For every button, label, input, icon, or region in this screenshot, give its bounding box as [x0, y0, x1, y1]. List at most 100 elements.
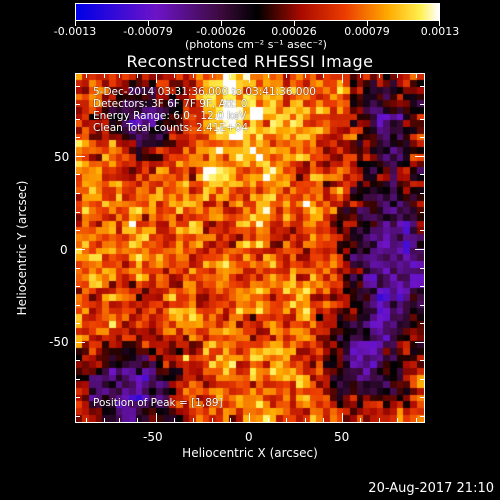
- colorbar-tick-mark: [367, 20, 368, 26]
- axis-tick-mark: [119, 73, 120, 78]
- x-tick-label: 0: [245, 430, 253, 444]
- axis-tick-mark: [193, 73, 194, 78]
- axis-tick-mark: [420, 212, 425, 213]
- colorbar-tick-mark: [221, 20, 222, 26]
- info-detectors: Detectors: 3F 6F 7F 9F, Att: 0: [93, 98, 248, 110]
- axis-tick-mark: [420, 360, 425, 361]
- axis-tick-mark: [360, 418, 361, 423]
- axis-tick-mark: [75, 193, 80, 194]
- colorbar-unit-label: (photons cm⁻² s⁻¹ asec⁻²): [185, 38, 327, 51]
- axis-tick-mark: [420, 119, 425, 120]
- axis-tick-mark: [420, 397, 425, 398]
- colorbar-tick-mark: [439, 20, 440, 26]
- colorbar-tick-mark: [75, 20, 76, 26]
- axis-tick-mark: [420, 230, 425, 231]
- axis-tick-mark: [75, 119, 80, 120]
- x-tick-label: 50: [334, 430, 350, 444]
- plot-frame: [75, 73, 425, 423]
- axis-tick-mark: [420, 416, 425, 417]
- axis-tick-mark: [174, 73, 175, 78]
- axis-tick-mark: [75, 249, 85, 250]
- axis-tick-mark: [104, 73, 105, 78]
- axis-tick-mark: [75, 342, 85, 343]
- axis-tick-mark: [305, 418, 306, 423]
- axis-tick-mark: [212, 73, 213, 78]
- axis-tick-mark: [193, 418, 194, 423]
- axis-tick-mark: [420, 193, 425, 194]
- colorbar-tick-label: -0.00026: [196, 25, 246, 38]
- colorbar-tick-label: 0.0013: [420, 25, 460, 38]
- axis-tick-mark: [75, 230, 80, 231]
- axis-tick-mark: [249, 73, 250, 83]
- axis-tick-mark: [75, 156, 85, 157]
- colorbar-tick-label: 0.00026: [271, 25, 317, 38]
- axis-tick-mark: [379, 73, 380, 78]
- axis-tick-mark: [420, 137, 425, 138]
- axis-tick-mark: [119, 418, 120, 423]
- colorbar-tick-mark: [148, 20, 149, 26]
- axis-tick-mark: [415, 342, 425, 343]
- colorbar-ticks: [75, 20, 440, 26]
- x-axis-title: Heliocentric X (arcsec): [182, 446, 318, 460]
- colorbar-tick-label: 0.00079: [344, 25, 390, 38]
- y-tick-label: -50: [49, 335, 69, 349]
- timestamp: 20-Aug-2017 21:10: [368, 481, 494, 496]
- axis-tick-mark: [75, 212, 80, 213]
- axis-tick-mark: [249, 413, 250, 423]
- axis-tick-mark: [75, 174, 80, 175]
- axis-tick-mark: [75, 305, 80, 306]
- axis-tick-mark: [75, 379, 80, 380]
- y-tick-label: 50: [54, 150, 70, 164]
- axis-tick-mark: [397, 418, 398, 423]
- info-clean-counts: Clean Total counts: 2.41E+04: [93, 122, 249, 134]
- axis-tick-mark: [415, 249, 425, 250]
- axis-tick-mark: [137, 73, 138, 78]
- axis-tick-mark: [420, 379, 425, 380]
- axis-tick-mark: [420, 323, 425, 324]
- axis-tick-mark: [86, 73, 87, 78]
- y-tick-label: 0: [60, 243, 68, 257]
- axis-tick-mark: [416, 73, 417, 78]
- axis-tick-mark: [420, 305, 425, 306]
- axis-tick-mark: [420, 104, 425, 105]
- axis-tick-mark: [75, 416, 80, 417]
- axis-tick-mark: [86, 418, 87, 423]
- axis-tick-mark: [156, 413, 157, 423]
- axis-tick-mark: [75, 86, 80, 87]
- axis-tick-mark: [75, 286, 80, 287]
- axis-tick-mark: [420, 268, 425, 269]
- colorbar-tick-mark: [294, 20, 295, 26]
- colorbar-tick-label: -0.00079: [123, 25, 173, 38]
- axis-tick-mark: [397, 73, 398, 78]
- axis-tick-mark: [156, 73, 157, 83]
- info-energy-range: Energy Range: 6.0 - 12.0 keV: [93, 110, 247, 122]
- axis-tick-mark: [75, 323, 80, 324]
- y-axis-title: Heliocentric Y (arcsec): [15, 180, 29, 316]
- axis-tick-mark: [230, 418, 231, 423]
- info-time-range: 5-Dec-2014 03:31:36.000 to 03:41:36.000: [93, 86, 316, 98]
- axis-tick-mark: [305, 73, 306, 78]
- axis-tick-mark: [75, 360, 80, 361]
- axis-tick-mark: [268, 73, 269, 78]
- plot-title: Reconstructed RHESSI Image: [126, 52, 374, 71]
- axis-tick-mark: [415, 156, 425, 157]
- axis-tick-mark: [104, 418, 105, 423]
- axis-tick-mark: [137, 418, 138, 423]
- axis-tick-mark: [286, 73, 287, 78]
- axis-tick-mark: [416, 418, 417, 423]
- axis-tick-mark: [174, 418, 175, 423]
- colorbar-tick-label: -0.0013: [53, 25, 97, 38]
- axis-tick-mark: [212, 418, 213, 423]
- axis-tick-mark: [75, 397, 80, 398]
- axis-tick-mark: [360, 73, 361, 78]
- axis-tick-mark: [379, 418, 380, 423]
- axis-tick-mark: [75, 137, 80, 138]
- axis-tick-mark: [268, 418, 269, 423]
- axis-tick-mark: [420, 286, 425, 287]
- axis-tick-mark: [420, 174, 425, 175]
- axis-tick-mark: [323, 418, 324, 423]
- axis-tick-mark: [75, 104, 80, 105]
- axis-tick-mark: [342, 413, 343, 423]
- axis-tick-mark: [230, 73, 231, 78]
- axis-tick-mark: [420, 86, 425, 87]
